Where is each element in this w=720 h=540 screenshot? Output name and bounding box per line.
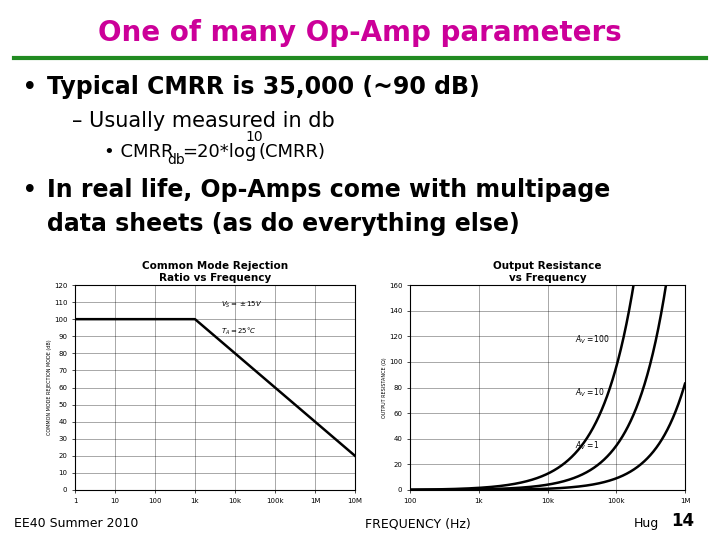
Text: – Usually measured in db: – Usually measured in db bbox=[72, 111, 335, 131]
Text: •: • bbox=[22, 178, 37, 204]
Text: $A_V = 10$: $A_V = 10$ bbox=[575, 387, 605, 399]
Text: db: db bbox=[167, 153, 185, 167]
Text: Typical CMRR is 35,000 (~90 dB): Typical CMRR is 35,000 (~90 dB) bbox=[47, 75, 480, 98]
Text: $V_S = \pm 15V$: $V_S = \pm 15V$ bbox=[220, 299, 262, 309]
Text: • CMRR: • CMRR bbox=[104, 143, 174, 161]
Text: Hug: Hug bbox=[634, 517, 659, 530]
Title: Common Mode Rejection
Ratio vs Frequency: Common Mode Rejection Ratio vs Frequency bbox=[142, 261, 288, 283]
Text: data sheets (as do everything else): data sheets (as do everything else) bbox=[47, 212, 520, 235]
Text: •: • bbox=[22, 75, 37, 100]
Text: FREQUENCY (Hz): FREQUENCY (Hz) bbox=[365, 517, 470, 530]
Text: 14: 14 bbox=[672, 512, 695, 530]
Text: In real life, Op-Amps come with multipage: In real life, Op-Amps come with multipag… bbox=[47, 178, 610, 202]
Text: =20*log: =20*log bbox=[182, 143, 256, 161]
Text: $A_V = 100$: $A_V = 100$ bbox=[575, 333, 610, 346]
Text: $T_A = 25°C$: $T_A = 25°C$ bbox=[220, 326, 256, 337]
Text: $A_V = 1$: $A_V = 1$ bbox=[575, 440, 600, 453]
Y-axis label: COMMON MODE REJECTION MODE (dB): COMMON MODE REJECTION MODE (dB) bbox=[48, 340, 53, 435]
Text: One of many Op-Amp parameters: One of many Op-Amp parameters bbox=[98, 19, 622, 47]
Text: EE40 Summer 2010: EE40 Summer 2010 bbox=[14, 517, 139, 530]
Y-axis label: OUTPUT RESISTANCE (Ω): OUTPUT RESISTANCE (Ω) bbox=[382, 357, 387, 418]
Title: Output Resistance
vs Frequency: Output Resistance vs Frequency bbox=[493, 261, 602, 283]
Text: 10: 10 bbox=[246, 130, 263, 144]
Text: (CMRR): (CMRR) bbox=[258, 143, 325, 161]
